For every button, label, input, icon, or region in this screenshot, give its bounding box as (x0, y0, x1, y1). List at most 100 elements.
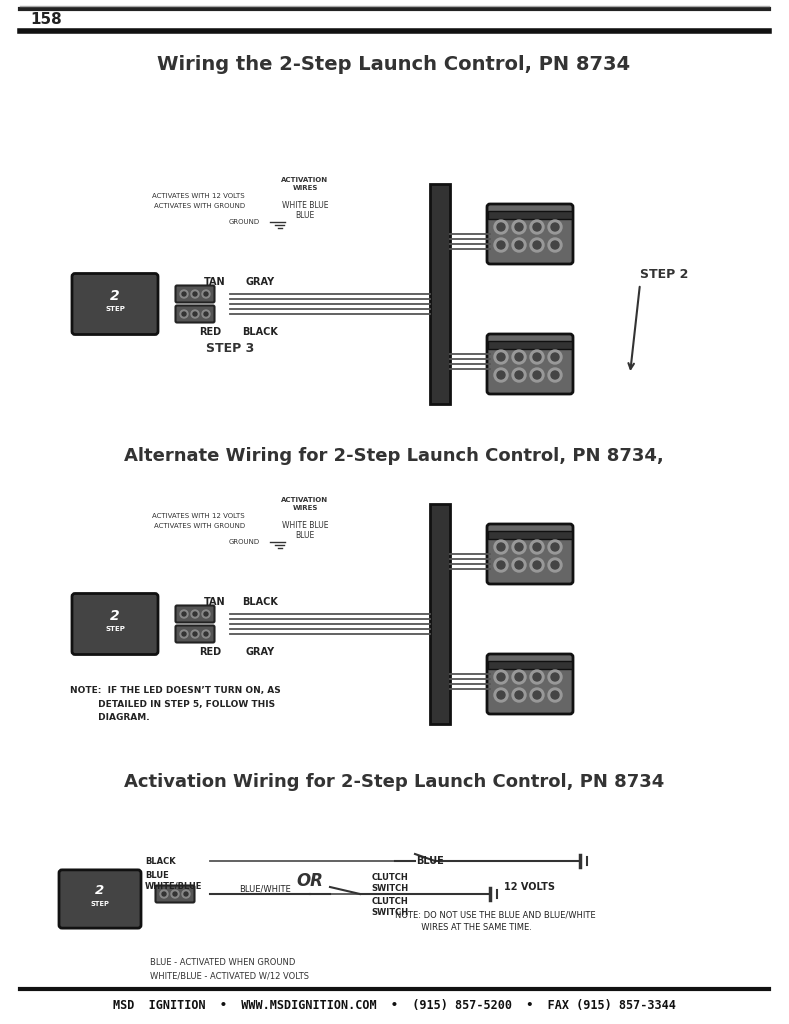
Bar (488, 341, 572, 349)
Text: 12 VOLTS: 12 VOLTS (504, 882, 555, 892)
Text: ACTIVATES WITH 12 VOLTS: ACTIVATES WITH 12 VOLTS (152, 513, 245, 519)
Circle shape (512, 220, 526, 234)
Text: GROUND: GROUND (229, 219, 260, 225)
Circle shape (512, 368, 526, 382)
Text: RED: RED (199, 327, 221, 337)
Circle shape (533, 371, 541, 379)
Circle shape (184, 892, 188, 896)
Text: BLUE: BLUE (295, 531, 315, 541)
Circle shape (515, 543, 523, 551)
Circle shape (202, 630, 210, 638)
Circle shape (191, 290, 199, 298)
Text: STEP: STEP (105, 626, 125, 632)
Circle shape (533, 673, 541, 681)
Bar (430, 504, 450, 724)
Circle shape (191, 630, 199, 638)
Text: BLUE: BLUE (295, 212, 315, 220)
Circle shape (533, 561, 541, 569)
Text: BLACK: BLACK (242, 327, 278, 337)
Bar (488, 211, 572, 219)
Circle shape (204, 632, 208, 636)
Text: RED: RED (199, 647, 221, 657)
Circle shape (548, 238, 562, 252)
Circle shape (533, 353, 541, 361)
Circle shape (182, 890, 190, 898)
Text: WHITE BLUE: WHITE BLUE (282, 521, 328, 530)
Circle shape (548, 558, 562, 572)
Text: STEP: STEP (105, 306, 125, 312)
Text: TAN: TAN (204, 597, 226, 607)
Circle shape (497, 241, 505, 249)
Circle shape (515, 241, 523, 249)
Circle shape (497, 673, 505, 681)
Text: NOTE: DO NOT USE THE BLUE AND BLUE/WHITE
          WIRES AT THE SAME TIME.: NOTE: DO NOT USE THE BLUE AND BLUE/WHITE… (395, 910, 596, 932)
Circle shape (162, 892, 166, 896)
Text: GROUND: GROUND (229, 539, 260, 545)
Circle shape (180, 310, 188, 318)
Circle shape (512, 350, 526, 364)
Circle shape (533, 241, 541, 249)
Text: BLACK: BLACK (145, 856, 176, 865)
FancyBboxPatch shape (59, 869, 141, 928)
Circle shape (204, 312, 208, 316)
Circle shape (533, 691, 541, 699)
Text: BLACK: BLACK (242, 597, 278, 607)
Text: 2: 2 (110, 289, 120, 303)
Circle shape (548, 688, 562, 702)
Text: 2: 2 (95, 885, 105, 897)
Circle shape (182, 632, 186, 636)
Circle shape (193, 292, 197, 296)
Circle shape (202, 310, 210, 318)
Circle shape (551, 223, 559, 231)
Circle shape (530, 688, 544, 702)
Circle shape (515, 691, 523, 699)
FancyBboxPatch shape (175, 626, 215, 642)
Circle shape (515, 371, 523, 379)
Bar (488, 531, 572, 539)
Circle shape (497, 223, 505, 231)
FancyBboxPatch shape (175, 305, 215, 323)
Circle shape (551, 673, 559, 681)
Circle shape (182, 612, 186, 616)
Text: STEP 2: STEP 2 (640, 267, 688, 281)
Circle shape (182, 312, 186, 316)
Circle shape (193, 612, 197, 616)
Circle shape (494, 558, 508, 572)
Circle shape (551, 543, 559, 551)
Circle shape (191, 310, 199, 318)
Text: MSD  IGNITION  •  WWW.MSDIGNITION.COM  •  (915) 857-5200  •  FAX (915) 857-3344: MSD IGNITION • WWW.MSDIGNITION.COM • (91… (113, 999, 675, 1013)
Circle shape (530, 670, 544, 684)
Text: STEP 3: STEP 3 (206, 342, 254, 355)
Text: OR: OR (297, 872, 323, 890)
Circle shape (191, 610, 199, 618)
Text: WHITE BLUE: WHITE BLUE (282, 202, 328, 211)
Circle shape (494, 238, 508, 252)
Circle shape (551, 371, 559, 379)
Circle shape (551, 241, 559, 249)
Circle shape (530, 238, 544, 252)
Text: BLUE/WHITE: BLUE/WHITE (239, 885, 291, 894)
Circle shape (548, 540, 562, 554)
FancyBboxPatch shape (487, 524, 573, 584)
FancyBboxPatch shape (72, 273, 158, 335)
Text: BLUE - ACTIVATED WHEN GROUND
WHITE/BLUE - ACTIVATED W/12 VOLTS: BLUE - ACTIVATED WHEN GROUND WHITE/BLUE … (150, 957, 309, 980)
Text: GRAY: GRAY (245, 647, 275, 657)
Circle shape (173, 892, 177, 896)
Circle shape (180, 630, 188, 638)
Circle shape (551, 561, 559, 569)
Circle shape (548, 220, 562, 234)
Text: BLUE: BLUE (145, 870, 169, 880)
Circle shape (494, 540, 508, 554)
Text: TAN: TAN (204, 278, 226, 287)
Circle shape (494, 688, 508, 702)
Circle shape (515, 353, 523, 361)
Circle shape (515, 223, 523, 231)
Circle shape (512, 670, 526, 684)
Text: Activation Wiring for 2-Step Launch Control, PN 8734: Activation Wiring for 2-Step Launch Cont… (124, 773, 664, 791)
FancyBboxPatch shape (487, 654, 573, 714)
Circle shape (171, 890, 179, 898)
Circle shape (530, 368, 544, 382)
Circle shape (494, 350, 508, 364)
Circle shape (202, 290, 210, 298)
FancyBboxPatch shape (487, 204, 573, 264)
